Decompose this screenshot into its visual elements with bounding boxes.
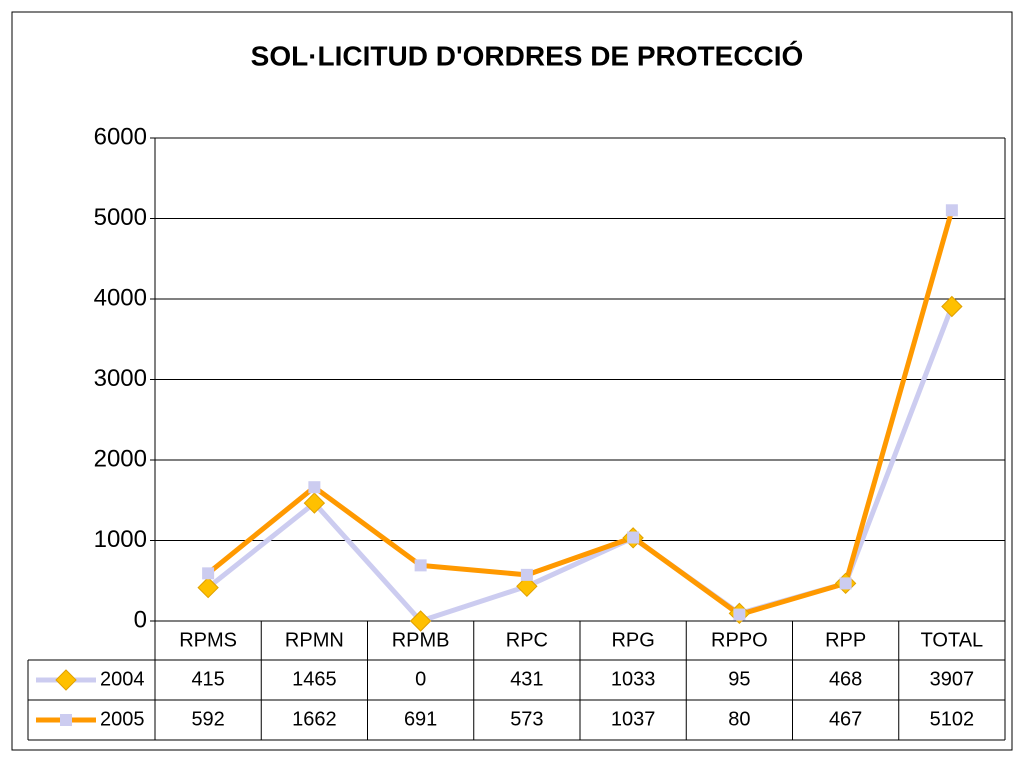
table-value: 691	[404, 708, 437, 730]
point-marker	[520, 568, 533, 581]
y-tick-label: 3000	[94, 365, 147, 392]
x-tick-label: RPG	[611, 629, 654, 651]
y-tick-label: 4000	[94, 284, 147, 311]
x-tick-label: RPMS	[179, 629, 237, 651]
table-value: 431	[510, 668, 543, 690]
table-value: 467	[829, 708, 862, 730]
table-value: 468	[829, 668, 862, 690]
table-value: 0	[415, 668, 426, 690]
point-marker	[414, 559, 427, 572]
table-value: 1465	[292, 668, 337, 690]
point-marker	[202, 567, 215, 580]
chart-frame	[11, 11, 1013, 751]
y-tick-label: 5000	[94, 204, 147, 231]
point-marker	[303, 492, 326, 514]
x-tick-label: RPC	[506, 629, 548, 651]
table-value: 5102	[930, 708, 975, 730]
x-tick-label: RPMN	[285, 629, 344, 651]
point-marker	[627, 531, 640, 544]
y-tick-label: 2000	[94, 445, 147, 472]
x-tick-label: RPPO	[711, 629, 768, 651]
y-tick-label: 1000	[94, 526, 147, 553]
x-tick-label: RPP	[825, 629, 866, 651]
point-marker	[197, 576, 219, 599]
table-value: 95	[728, 668, 750, 690]
table-value: 415	[191, 668, 224, 690]
legend-marker	[55, 669, 77, 691]
point-marker	[516, 575, 538, 598]
point-marker	[409, 610, 432, 632]
legend-label: 2004	[100, 668, 145, 690]
chart-title: SOL·LICITUD D'ORDRES DE PROTECCIÓ	[251, 40, 804, 71]
point-marker	[941, 295, 963, 318]
point-marker	[839, 577, 852, 590]
table-value: 1033	[611, 668, 656, 690]
legend-marker	[60, 714, 72, 726]
table-value: 3907	[930, 668, 975, 690]
y-tick-label: 6000	[94, 123, 147, 150]
point-marker	[733, 608, 746, 621]
series-line	[206, 209, 955, 618]
x-tick-label: RPMB	[392, 629, 450, 651]
x-tick-label: TOTAL	[921, 629, 984, 651]
table-value: 80	[728, 708, 750, 730]
table-value: 1662	[292, 708, 337, 730]
table-value: 573	[510, 708, 543, 730]
point-marker	[945, 204, 958, 217]
table-value: 592	[191, 708, 224, 730]
point-marker	[308, 481, 321, 494]
y-tick-label: 0	[134, 606, 147, 633]
table-value: 1037	[611, 708, 656, 730]
legend-label: 2005	[100, 708, 145, 730]
